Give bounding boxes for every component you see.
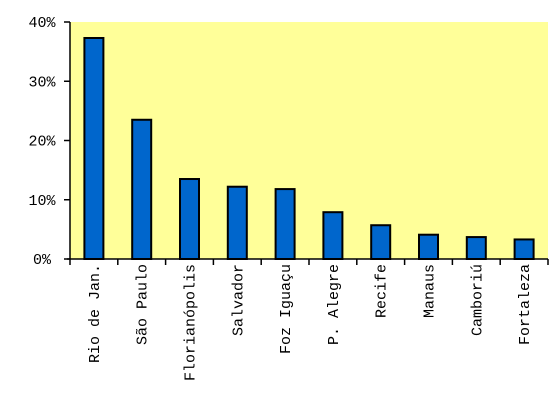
x-axis: Rio de Jan. São Paulo Florianópolis Salvado… [67,258,549,381]
bar [274,188,296,261]
x-tick-label: Rio de Jan. [87,264,104,363]
y-tick-label: 10% [28,193,56,210]
bar [179,178,200,260]
bar [513,238,535,260]
bar [83,36,105,261]
y-tick-label: 0% [33,252,52,269]
bar [465,236,487,260]
x-tick-label: Florianópolis [183,264,200,381]
y-tick-label: 30% [28,74,56,91]
x-tick-label: Fortaleza [517,264,534,345]
x-tick-label: Manaus [422,264,439,318]
bar [418,233,439,261]
x-tick-label: São Paulo [135,264,152,345]
x-tick-label: Camboriú [469,264,486,336]
x-tick-label: Salvador [230,264,247,336]
bar [322,211,344,261]
bar [226,185,248,260]
x-tick-label: Recife [374,264,391,318]
bar [131,118,153,260]
y-tick-label: 20% [28,134,56,151]
y-axis: 0% 10% 20% 30% 40% [28,15,71,269]
bar [370,224,392,260]
x-tick-label: P. Alegre [326,264,343,345]
x-tick-label: Foz Iguaçu [278,264,295,354]
bars [83,36,535,261]
y-tick-label: 40% [28,15,56,32]
